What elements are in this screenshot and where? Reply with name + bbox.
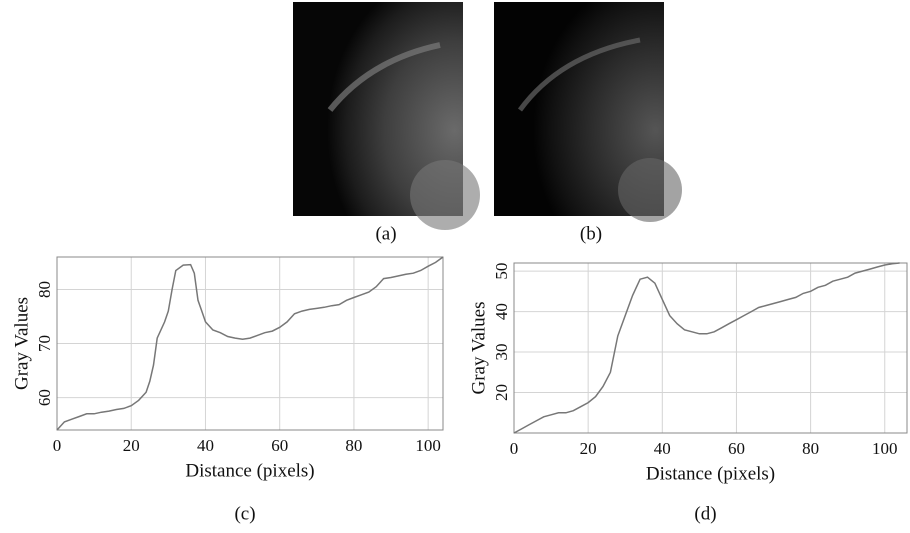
y-tick-label: 70 bbox=[35, 335, 54, 352]
x-tick-label: 60 bbox=[271, 436, 288, 455]
y-tick-label: 50 bbox=[492, 263, 511, 280]
caption: (a) bbox=[375, 223, 396, 244]
x-tick-label: 20 bbox=[580, 439, 597, 458]
y-tick-label: 60 bbox=[35, 389, 54, 406]
x-tick-label: 0 bbox=[53, 436, 62, 455]
caption: (d) bbox=[694, 503, 716, 524]
image-a bbox=[293, 2, 480, 230]
line bbox=[513, 262, 900, 434]
line bbox=[56, 256, 444, 431]
caption: (b) bbox=[580, 223, 602, 244]
y-tick-label: 80 bbox=[35, 281, 54, 298]
plot-frame bbox=[513, 262, 908, 434]
x-tick-label: 40 bbox=[197, 436, 214, 455]
x-tick-label: 100 bbox=[872, 439, 898, 458]
plot-frame bbox=[56, 256, 444, 431]
caption: (c) bbox=[234, 503, 255, 524]
x-tick-label: 80 bbox=[802, 439, 819, 458]
x-tick-label: 40 bbox=[654, 439, 671, 458]
y-axis-label: Gray Values bbox=[11, 297, 32, 390]
x-axis-label: Distance (pixels) bbox=[646, 463, 775, 484]
x-tick-label: 20 bbox=[123, 436, 140, 455]
x-tick-label: 80 bbox=[345, 436, 362, 455]
x-tick-label: 0 bbox=[510, 439, 519, 458]
x-tick-label: 60 bbox=[728, 439, 745, 458]
y-tick-label: 40 bbox=[492, 303, 511, 320]
y-tick-label: 20 bbox=[492, 384, 511, 401]
x-axis-label: Distance (pixels) bbox=[185, 460, 314, 481]
x-tick-label: 100 bbox=[415, 436, 441, 455]
y-axis-label: Gray Values bbox=[468, 301, 489, 394]
y-tick-label: 30 bbox=[492, 344, 511, 361]
image-b bbox=[494, 2, 682, 222]
